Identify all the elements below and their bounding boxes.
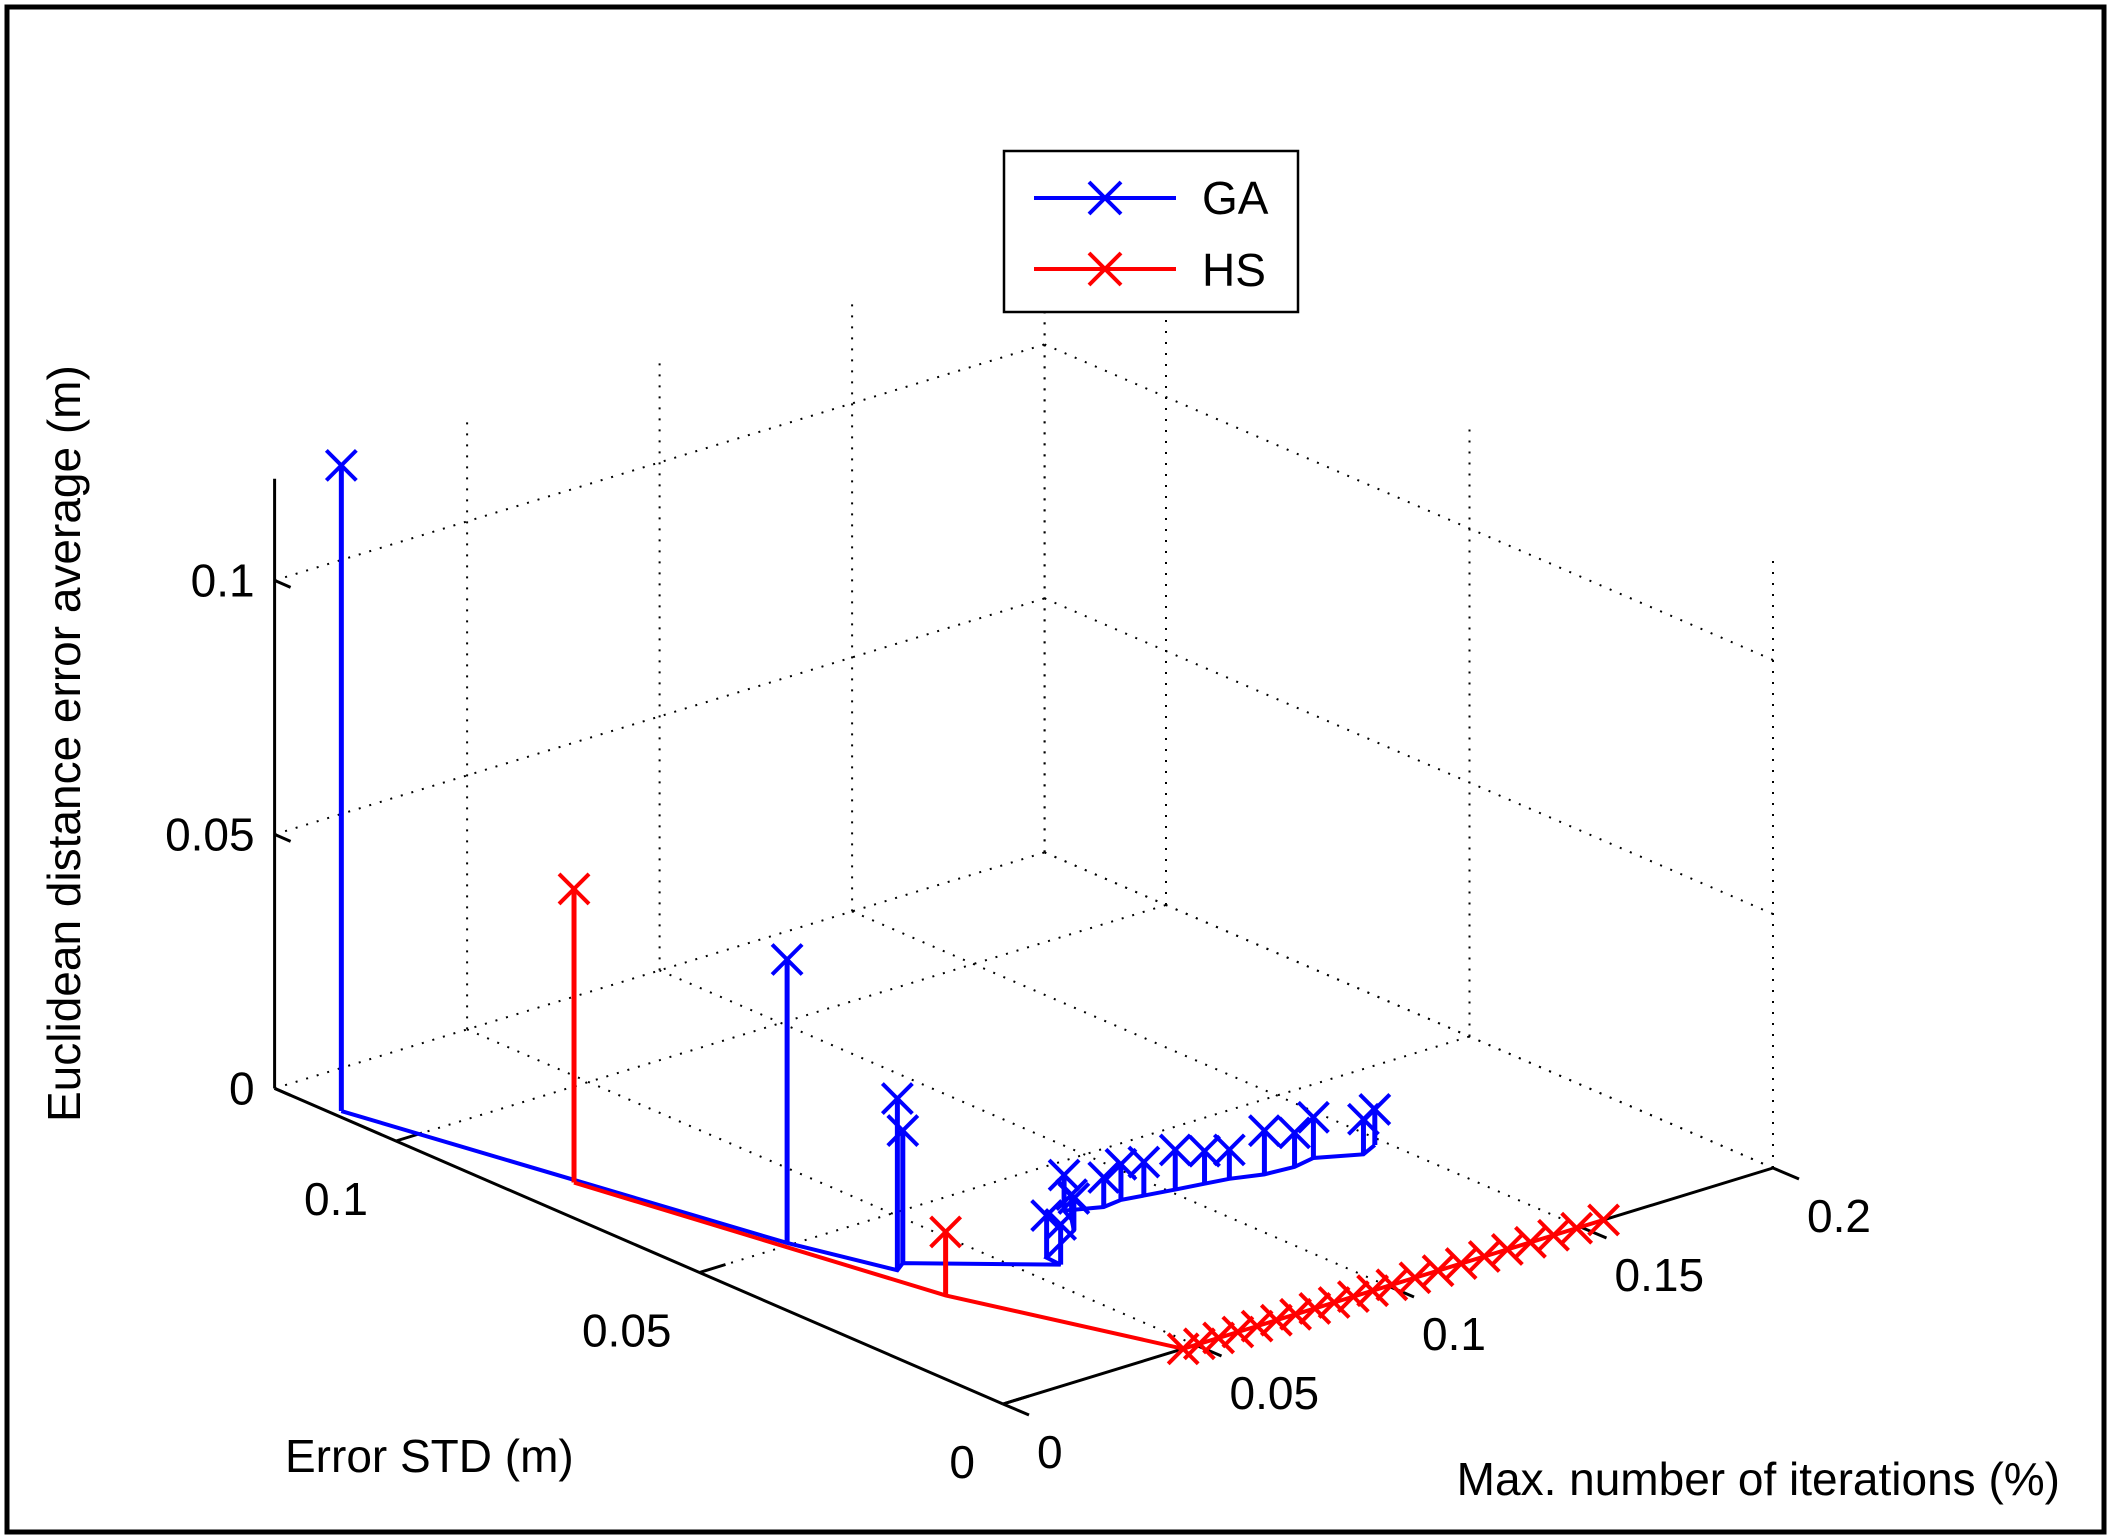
marker-hs [1279, 1297, 1313, 1331]
z-axis-label: Euclidean distance error average (m) [38, 365, 90, 1122]
grid-line [395, 904, 1167, 1142]
x-tick [1002, 1402, 1030, 1417]
z-tick-label: 0 [229, 1062, 255, 1114]
marker-hs [557, 872, 591, 906]
marker-hs [1317, 1286, 1351, 1319]
grid-line [1044, 597, 1774, 915]
marker-ga [1278, 1116, 1311, 1150]
marker-ga [1358, 1093, 1392, 1126]
marker-ga [880, 1082, 914, 1115]
marker-ga [1188, 1134, 1221, 1168]
series-hs [557, 872, 1621, 1366]
marker-ga [1247, 1114, 1281, 1148]
marker-ga [1296, 1100, 1330, 1134]
grid-line [659, 969, 1389, 1287]
z-tick-label: 0.05 [165, 808, 255, 860]
marker-hs [1421, 1254, 1455, 1288]
x-tick-label: 0.2 [1807, 1190, 1871, 1242]
marker-hs [1514, 1225, 1547, 1259]
marker-ga [1158, 1133, 1192, 1167]
y-tick-label: 0.05 [582, 1305, 672, 1357]
z-tick [273, 579, 292, 589]
series-baseline-ga [340, 1109, 1377, 1273]
marker-hs [1490, 1233, 1524, 1266]
grid-line [274, 851, 1045, 1090]
x-axis-label: Max. number of iterations (%) [1457, 1453, 2060, 1505]
marker-ga [1030, 1199, 1064, 1232]
marker-ga [1055, 1178, 1088, 1212]
marker-hs [1336, 1280, 1370, 1314]
legend-marker-hs [1087, 251, 1123, 287]
y-tick-label: 0 [949, 1436, 975, 1488]
legend-label-hs: HS [1202, 244, 1266, 296]
marker-hs [1202, 1321, 1236, 1355]
grid-line [1044, 851, 1774, 1169]
legend-x-icon [1087, 180, 1123, 216]
legend-x-icon [1087, 251, 1123, 287]
x-tick [1772, 1166, 1800, 1181]
grid-line [274, 343, 1045, 582]
y-tick [699, 1263, 726, 1274]
x-tick-label: 0.15 [1615, 1249, 1705, 1301]
grid-line [466, 1028, 1196, 1346]
marker-ga [1127, 1145, 1161, 1179]
marker-ga [1212, 1133, 1246, 1167]
legend-box [1002, 149, 1300, 314]
marker-ga [1087, 1161, 1121, 1194]
z-tick-label: 0.1 [191, 554, 255, 606]
series-ga [324, 448, 1392, 1273]
tick-labels: 0 0.05 0.1 0.15 0.2 0 0.05 0.1 0 0.05 0.1 [165, 554, 1871, 1488]
legend: GA HS [1002, 149, 1300, 314]
grid-line [1044, 343, 1774, 661]
marker-ga [770, 943, 804, 976]
marker-ga [324, 448, 358, 482]
legend-label-ga: GA [1202, 172, 1269, 224]
marker-ga [1047, 1158, 1081, 1192]
marker-hs [1398, 1261, 1432, 1295]
marker-hs [1182, 1327, 1216, 1361]
marker-hs [1356, 1274, 1390, 1308]
grid-line [851, 910, 1581, 1228]
x-tick-label: 0.05 [1230, 1367, 1320, 1419]
plot-area [324, 448, 1621, 1366]
marker-hs [1221, 1315, 1255, 1349]
marker-ga [886, 1114, 920, 1148]
marker-hs [929, 1215, 963, 1249]
marker-hs [1375, 1268, 1409, 1302]
marker-hs [1240, 1309, 1274, 1343]
marker-hs [1444, 1247, 1478, 1280]
marker-hs [1298, 1292, 1332, 1325]
marker-hs [1587, 1203, 1621, 1237]
x-tick-label: 0.1 [1422, 1308, 1486, 1360]
grid-line [274, 597, 1045, 836]
legend-marker-ga [1087, 180, 1123, 216]
marker-hs [1467, 1240, 1501, 1273]
marker-hs [1537, 1218, 1570, 1252]
y-axis-label: Error STD (m) [285, 1430, 574, 1482]
z-tick [273, 1087, 292, 1097]
marker-hs [1259, 1303, 1293, 1337]
y-tick [1002, 1394, 1030, 1406]
marker-hs [1560, 1211, 1594, 1245]
x-tick-label: 0 [1037, 1426, 1063, 1478]
z-tick [273, 833, 292, 843]
y-tick-label: 0.1 [304, 1173, 368, 1225]
grid-line [699, 1035, 1470, 1274]
